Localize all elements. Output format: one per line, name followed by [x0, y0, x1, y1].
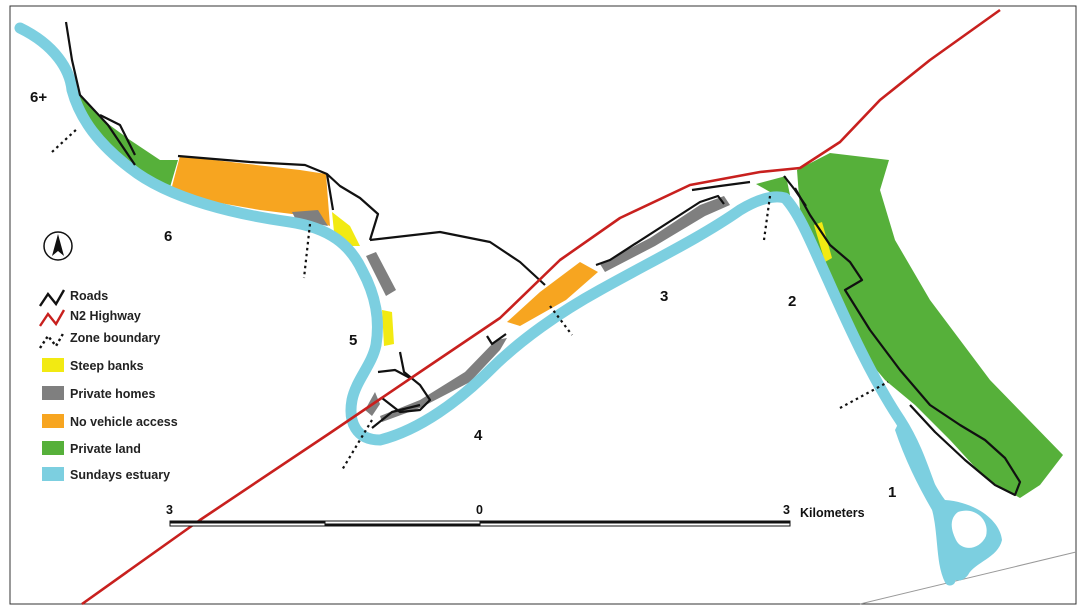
scale-bar-segment-3-fill — [480, 521, 790, 524]
road-zone4-b — [371, 403, 421, 429]
homes-zone4 — [380, 338, 507, 422]
legend-item-zone-boundary: Zone boundary — [39, 331, 160, 349]
zone-label-3: 3 — [660, 288, 668, 305]
zone-labels: 1 2 3 4 5 6 6+ — [30, 89, 896, 501]
scale-label-left: 3 — [166, 503, 173, 517]
legend-item-private-homes: Private homes — [42, 386, 156, 401]
zone-boundaries — [51, 127, 889, 471]
private-land-swatch — [42, 441, 64, 455]
scale-bar-segment-1-fill — [170, 521, 325, 524]
highway-legend-icon — [39, 309, 66, 327]
no-vehicle-area-zone3 — [507, 262, 598, 326]
scale-bar-segment-2-fill — [325, 523, 480, 526]
steep-banks-areas — [332, 212, 832, 346]
private-homes-swatch — [42, 386, 64, 400]
legend-item-steep-banks: Steep banks — [42, 358, 144, 373]
legend-label-highway: N2 Highway — [70, 309, 141, 323]
zone-label-5: 5 — [349, 332, 357, 349]
north-arrow-icon — [43, 231, 73, 261]
legend-label-roads: Roads — [70, 289, 108, 303]
coastline — [859, 551, 1077, 605]
private-land-zone2 — [756, 176, 790, 195]
steep-bank-zone2 — [814, 222, 832, 262]
road-zone4-a — [377, 368, 411, 379]
homes-zone3 — [600, 196, 730, 272]
n2-highway — [81, 8, 1001, 605]
legend-label-steep-banks: Steep banks — [70, 359, 144, 373]
road-zone6-loop — [99, 114, 136, 156]
road-zone3-a — [595, 194, 725, 267]
legend-label-no-vehicle-access: No vehicle access — [70, 415, 178, 429]
zone-boundary-3-2 — [762, 195, 772, 241]
legend-label-zone-boundary: Zone boundary — [70, 331, 160, 345]
legend: Roads N2 Highway Zone boundary Steep ban… — [39, 289, 178, 482]
steep-bank-zone5 — [382, 310, 394, 346]
roads — [64, 21, 1022, 497]
road-zone6-inner — [325, 173, 335, 211]
private-land-zone1 — [797, 153, 1063, 498]
homes-zone5 — [366, 252, 396, 296]
road-central — [369, 230, 546, 286]
no-vehicle-area-zone6 — [170, 156, 330, 226]
road-zone1-loop — [794, 187, 1022, 497]
road-zone6-north — [64, 21, 136, 166]
roads-legend-icon — [39, 289, 66, 307]
legend-item-no-vehicle-access: No vehicle access — [42, 414, 178, 429]
legend-label-sundays-estuary: Sundays estuary — [70, 468, 170, 482]
steep-banks-swatch — [42, 358, 64, 372]
estuary-channel — [14, 22, 956, 586]
zone-label-6: 6 — [164, 228, 172, 245]
no-vehicle-access-swatch — [42, 414, 64, 428]
zone-label-1: 1 — [888, 484, 896, 501]
legend-item-private-land: Private land — [42, 441, 141, 456]
homes-zone6 — [292, 210, 328, 226]
legend-label-private-homes: Private homes — [70, 387, 156, 401]
legend-item-roads: Roads — [39, 289, 108, 307]
road-zone6-east — [177, 154, 380, 241]
zone-label-4: 4 — [474, 427, 483, 444]
road-zone4-loop — [381, 351, 432, 414]
private-land-zone6 — [66, 80, 178, 194]
legend-item-highway: N2 Highway — [39, 309, 141, 327]
steep-bank-zone6 — [332, 212, 360, 246]
estuary-island — [951, 510, 987, 548]
zone-label-6plus: 6+ — [30, 89, 47, 106]
zone-boundary-4-3 — [549, 305, 573, 336]
scale-label-right: 3 — [783, 503, 790, 517]
sundays-estuary-swatch — [42, 467, 64, 481]
no-vehicle-access-areas — [170, 156, 598, 326]
scale-label-mid: 0 — [476, 503, 483, 517]
private-land-areas — [66, 80, 1063, 498]
zone-label-2: 2 — [788, 293, 796, 310]
road-zone3-b — [691, 180, 751, 192]
scale-unit-label: Kilometers — [800, 506, 865, 520]
sundays-estuary — [14, 22, 1002, 586]
zone-boundary-legend-icon — [39, 331, 66, 349]
legend-label-private-land: Private land — [70, 442, 141, 456]
legend-item-sundays-estuary: Sundays estuary — [42, 467, 170, 482]
road-zone4-c — [486, 333, 507, 346]
zone-boundary-5-4 — [341, 419, 373, 471]
scale-bar: 3 0 3 Kilometers — [166, 503, 865, 527]
